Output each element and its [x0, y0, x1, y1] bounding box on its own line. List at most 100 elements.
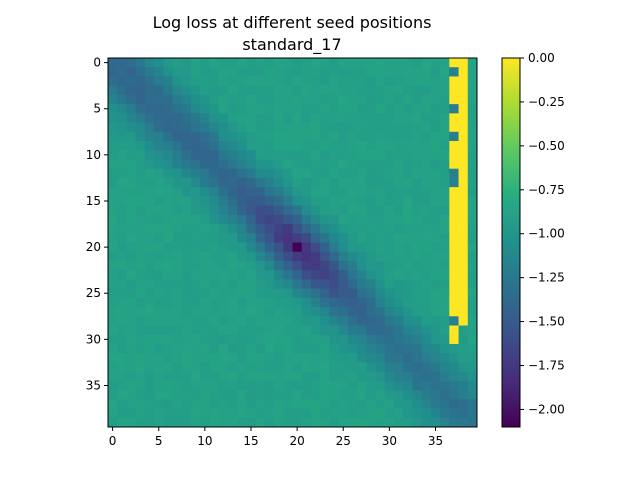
heatmap-cell [191, 233, 201, 243]
heatmap-cell [421, 279, 432, 290]
heatmap-cell [255, 242, 266, 253]
heatmap-cell [403, 187, 413, 197]
heatmap-cell [366, 205, 376, 216]
heatmap-cell [329, 131, 340, 142]
heatmap-cell [320, 371, 330, 382]
heatmap-cell [393, 362, 404, 373]
heatmap-cell [292, 353, 303, 363]
heatmap-cell [357, 104, 367, 114]
heatmap-cell [347, 316, 358, 326]
heatmap-cell [209, 362, 220, 373]
heatmap-cell [191, 224, 201, 234]
heatmap-cell [209, 242, 220, 253]
heatmap-cell [292, 85, 303, 96]
heatmap-cell [209, 380, 220, 391]
heatmap-cell [347, 251, 358, 262]
heatmap-cell [264, 297, 275, 308]
heatmap-cell [274, 399, 284, 409]
heatmap-cell [283, 159, 293, 170]
heatmap-cell [227, 131, 238, 142]
heatmap-cell [108, 353, 118, 363]
heatmap-cell [218, 316, 229, 326]
heatmap-cell [227, 233, 238, 243]
heatmap-cell [108, 279, 118, 290]
heatmap-cell [126, 141, 137, 151]
heatmap-cell [209, 94, 220, 105]
heatmap-cell [301, 214, 312, 225]
heatmap-cell [218, 58, 229, 68]
heatmap-cell [218, 362, 229, 373]
heatmap-cell [329, 168, 340, 179]
heatmap-cell [329, 214, 340, 225]
heatmap-cell [135, 380, 146, 391]
heatmap-cell [274, 94, 284, 105]
heatmap-cell [172, 390, 183, 400]
heatmap-cell [154, 205, 164, 216]
heatmap-cell [310, 270, 321, 280]
heatmap-cell [467, 94, 478, 105]
heatmap-cell [357, 150, 367, 160]
heatmap-cell [163, 224, 173, 234]
heatmap-cell [421, 224, 432, 234]
heatmap-cell [329, 242, 340, 253]
heatmap-cell [126, 399, 137, 409]
heatmap-cell [246, 297, 257, 308]
heatmap-cell [403, 113, 413, 123]
heatmap-cell [227, 224, 238, 234]
heatmap-cell [347, 76, 358, 87]
heatmap-cell [200, 104, 210, 114]
heatmap-cell [412, 288, 423, 299]
heatmap-cell [366, 131, 376, 142]
colorbar-tick-label: −1.00 [528, 227, 565, 241]
heatmap-cell [200, 270, 210, 280]
heatmap-cell [458, 150, 469, 160]
heatmap-cell [163, 159, 173, 170]
heatmap-cell [264, 325, 275, 336]
heatmap-cell [181, 408, 192, 419]
heatmap-cell [430, 214, 441, 225]
heatmap-cell [292, 168, 303, 179]
heatmap-cell [172, 205, 183, 216]
heatmap-cell [412, 371, 423, 382]
heatmap-cell [200, 399, 210, 409]
heatmap-cell [375, 270, 386, 280]
heatmap-cell [227, 390, 238, 400]
heatmap-cell [283, 233, 293, 243]
heatmap-cell [172, 150, 183, 160]
heatmap-cell [163, 270, 173, 280]
heatmap-cell [126, 307, 137, 317]
heatmap-cell [237, 380, 247, 391]
heatmap-cell [412, 76, 423, 87]
heatmap-cell [255, 251, 266, 262]
heatmap-cell [126, 214, 137, 225]
heatmap-cell [403, 168, 413, 179]
heatmap-cell [301, 334, 312, 345]
heatmap-cell [181, 279, 192, 290]
y-tick-label: 30 [86, 332, 101, 346]
heatmap-cell [274, 334, 284, 345]
heatmap-cell [237, 270, 247, 280]
heatmap-cell [274, 187, 284, 197]
heatmap-cell [181, 196, 192, 207]
heatmap-cell [135, 159, 146, 170]
heatmap-cell [412, 233, 423, 243]
heatmap-cell [237, 288, 247, 299]
heatmap-cell [329, 270, 340, 280]
heatmap-cell [403, 131, 413, 142]
heatmap-cell [218, 150, 229, 160]
heatmap-cell [393, 131, 404, 142]
heatmap-cell [301, 224, 312, 234]
heatmap-cell [458, 343, 469, 354]
heatmap-cell [375, 288, 386, 299]
heatmap-cell [283, 279, 293, 290]
heatmap-cell [338, 380, 349, 391]
heatmap-cell [384, 325, 395, 336]
heatmap-cell [347, 399, 358, 409]
heatmap-cell [467, 399, 478, 409]
heatmap-cell [310, 353, 321, 363]
heatmap-cell [274, 141, 284, 151]
heatmap-cell [255, 141, 266, 151]
heatmap-cell [310, 104, 321, 114]
heatmap-cell [301, 58, 312, 68]
heatmap-cell [237, 343, 247, 354]
